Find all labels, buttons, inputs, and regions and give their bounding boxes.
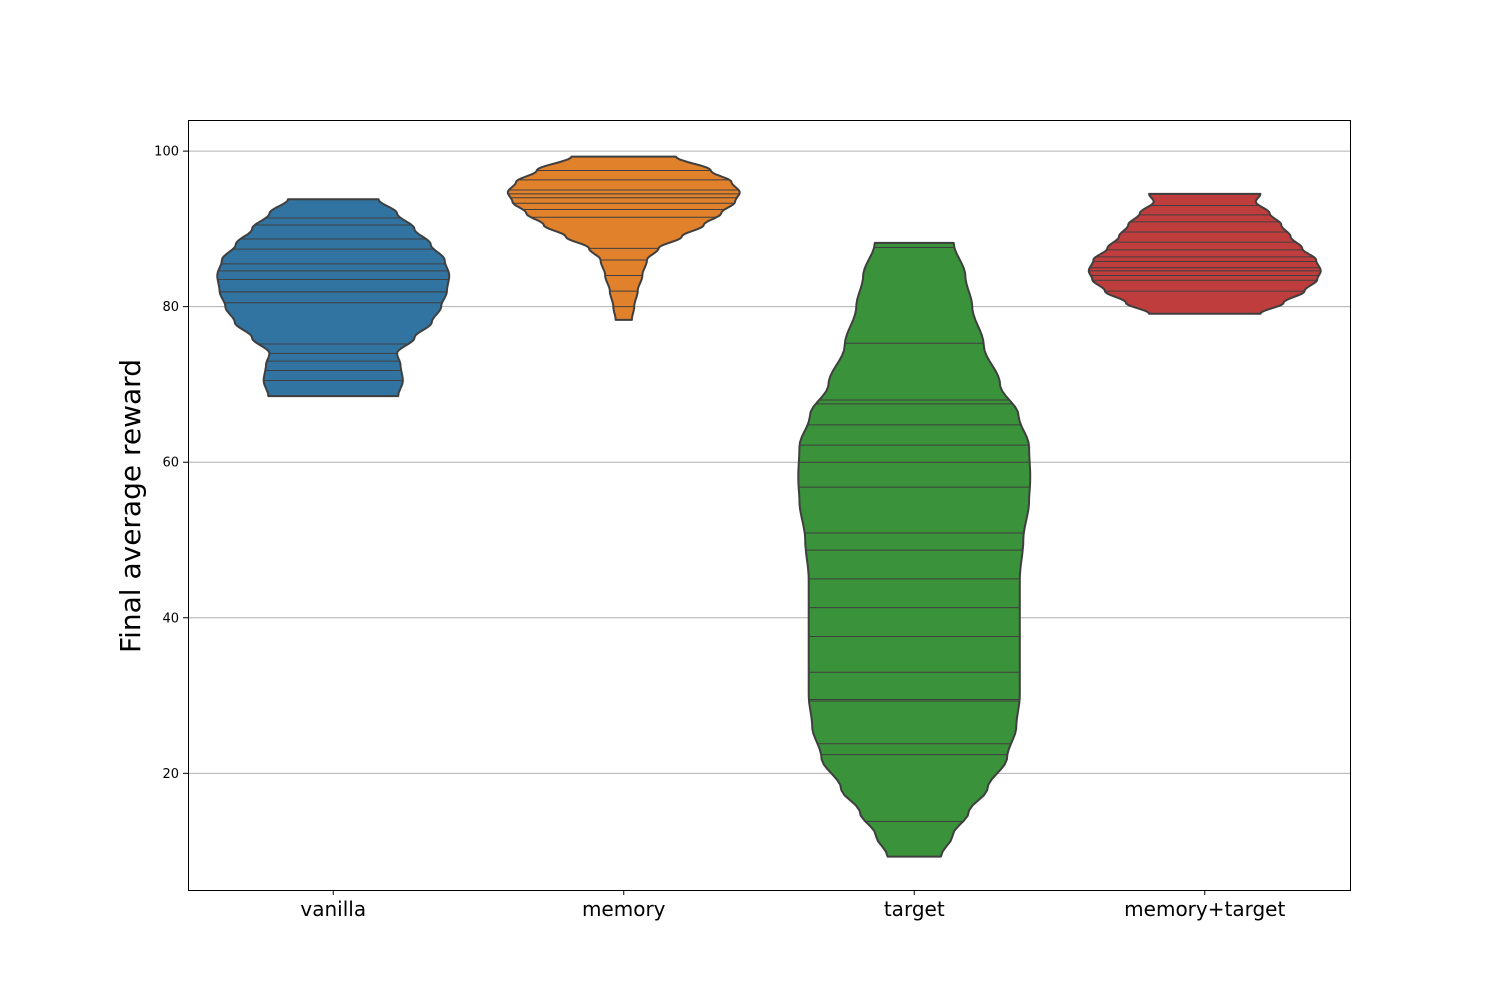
y-axis-ticks: 20 40 60 80 100 [154, 145, 188, 782]
plot-area-frame [188, 120, 1351, 891]
violin-target [797, 241, 1032, 858]
y-tick-label: 40 [162, 611, 179, 626]
violin-vanilla [216, 198, 451, 398]
violin-memory [506, 155, 741, 321]
x-tick-label-vanilla: vanilla [300, 897, 366, 921]
violins [216, 155, 1322, 858]
x-axis-ticks: vanilla memory target memory+target [300, 890, 1285, 921]
x-tick-label-memory-target: memory+target [1124, 897, 1285, 921]
y-tick-label: 20 [162, 767, 179, 782]
y-tick-label: 100 [154, 145, 179, 160]
x-tick-label-target: target [884, 897, 945, 921]
y-axis-title: Final average reward [114, 359, 147, 653]
x-tick-label-memory: memory [582, 897, 666, 921]
y-tick-label: 80 [162, 300, 179, 315]
violin-memory-target [1087, 192, 1322, 315]
y-tick-label: 60 [162, 456, 179, 471]
